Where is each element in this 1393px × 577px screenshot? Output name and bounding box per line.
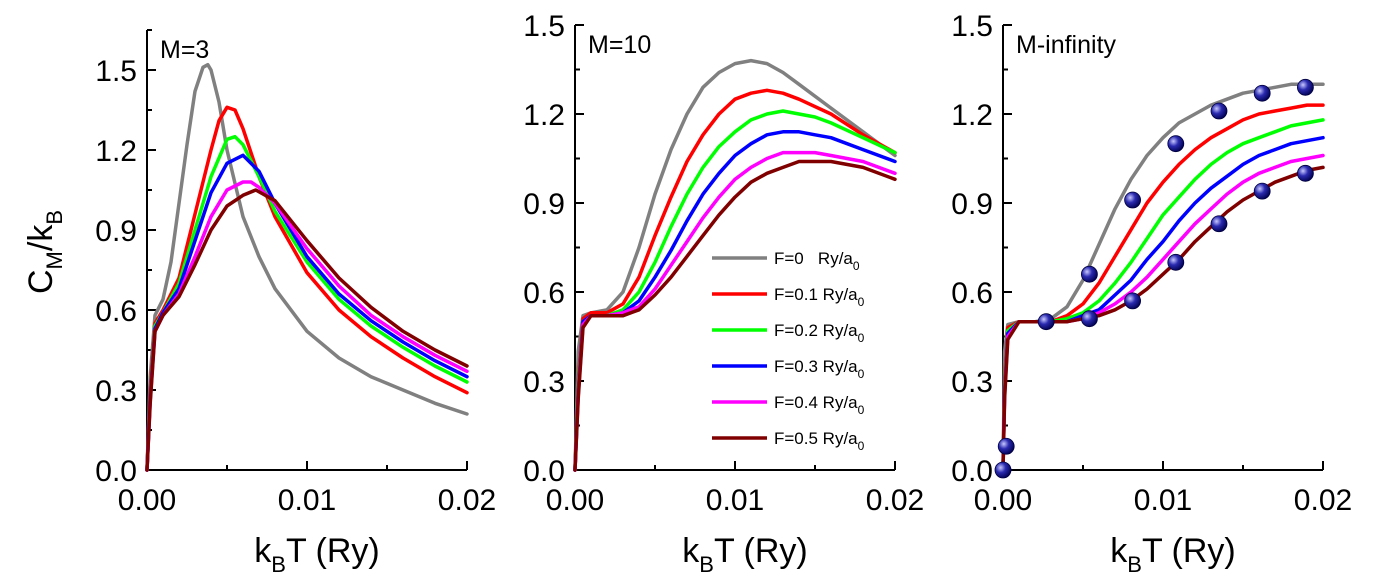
series-line <box>573 88 897 472</box>
x-tick-label: 0.00 <box>118 484 176 517</box>
y-tick-label: 1.5 <box>523 10 565 43</box>
x-tick-label: 0.01 <box>1134 484 1192 517</box>
y-tick-label: 0.3 <box>95 375 137 408</box>
y-tick-label: 0.3 <box>523 366 565 399</box>
panel-label: M=10 <box>588 31 651 59</box>
data-marker <box>1124 292 1141 310</box>
data-marker <box>994 461 1012 479</box>
panel-label: M-infinity <box>1016 31 1117 59</box>
data-marker <box>1037 313 1055 331</box>
y-tick-label: 0.9 <box>523 188 565 221</box>
x-tick-label: 0.02 <box>1294 484 1352 517</box>
data-marker <box>1081 265 1098 283</box>
data-marker <box>1210 215 1228 233</box>
x-tick-label: 0.02 <box>866 484 924 517</box>
series-line <box>1001 153 1325 472</box>
series-line <box>145 153 469 472</box>
data-marker <box>1167 135 1185 153</box>
data-marker <box>1297 78 1314 96</box>
data-marker <box>1297 164 1314 182</box>
series-line <box>145 105 469 472</box>
legend-label: F=0 Ry/a0 <box>774 249 860 273</box>
legend-label: F=0.4 Ry/a0 <box>774 393 865 417</box>
x-tick-label: 0.01 <box>706 484 764 517</box>
x-axis-title: kBT (Ry) <box>1110 532 1236 577</box>
legend-label: F=0.1 Ry/a0 <box>774 285 865 309</box>
data-marker <box>997 437 1015 455</box>
data-marker <box>1253 84 1271 102</box>
y-tick-label: 1.5 <box>951 10 993 43</box>
x-tick-label: 0.00 <box>546 484 604 517</box>
data-marker <box>1253 182 1271 200</box>
legend-label: F=0.2 Ry/a0 <box>774 321 865 345</box>
y-tick-label: 0.0 <box>95 455 137 488</box>
y-tick-label: 0.6 <box>951 277 993 310</box>
series-line <box>145 134 469 472</box>
panel-label: M=3 <box>160 36 209 64</box>
series-line <box>1001 118 1325 472</box>
data-marker <box>1124 191 1141 209</box>
y-tick-label: 0.6 <box>523 277 565 310</box>
series-line <box>573 159 897 472</box>
data-marker <box>1081 310 1098 328</box>
panel-1: 0.0 0.3 0.6 0.9 1.2 1.5 0.00 0.01 0.02 kBT (Ry) CM… <box>22 29 496 577</box>
data-marker <box>1210 102 1228 120</box>
y-tick-label: 0.0 <box>523 455 565 488</box>
x-axis-title: kBT (Ry) <box>254 532 380 577</box>
series-line <box>1001 103 1325 472</box>
y-tick-label: 1.2 <box>951 99 993 132</box>
y-tick-label: 1.2 <box>523 99 565 132</box>
x-tick-label: 0.01 <box>278 484 336 517</box>
y-tick-label: 1.2 <box>95 135 137 168</box>
x-axis-title: kBT (Ry) <box>682 532 808 577</box>
y-tick-label: 1.5 <box>95 55 137 88</box>
series-line <box>1001 82 1325 472</box>
y-tick-label: 0.6 <box>95 295 137 328</box>
x-tick-label: 0.02 <box>438 484 496 517</box>
y-tick-label: 0.9 <box>95 215 137 248</box>
legend-label: F=0.3 Ry/a0 <box>774 357 865 381</box>
series-line <box>145 62 469 472</box>
panel-2: 0.0 0.3 0.6 0.9 1.2 1.5 0.00 0.01 0.02 kBT (Ry) M=… <box>523 10 924 577</box>
series-line <box>1001 135 1325 472</box>
series-line <box>573 150 897 472</box>
series-line <box>145 188 469 472</box>
y-axis-title: CM/kB <box>22 210 67 294</box>
x-tick-label: 0.00 <box>974 484 1032 517</box>
panel-3: 0.0 0.3 0.6 0.9 1.2 1.5 0.00 0.01 0.02 kBT (Ry) M-… <box>951 10 1352 577</box>
y-tick-label: 0.3 <box>951 366 993 399</box>
y-tick-label: 0.0 <box>951 455 993 488</box>
legend-label: F=0.5 Ry/a0 <box>774 429 865 453</box>
y-tick-label: 0.9 <box>951 188 993 221</box>
data-marker <box>1167 253 1185 271</box>
